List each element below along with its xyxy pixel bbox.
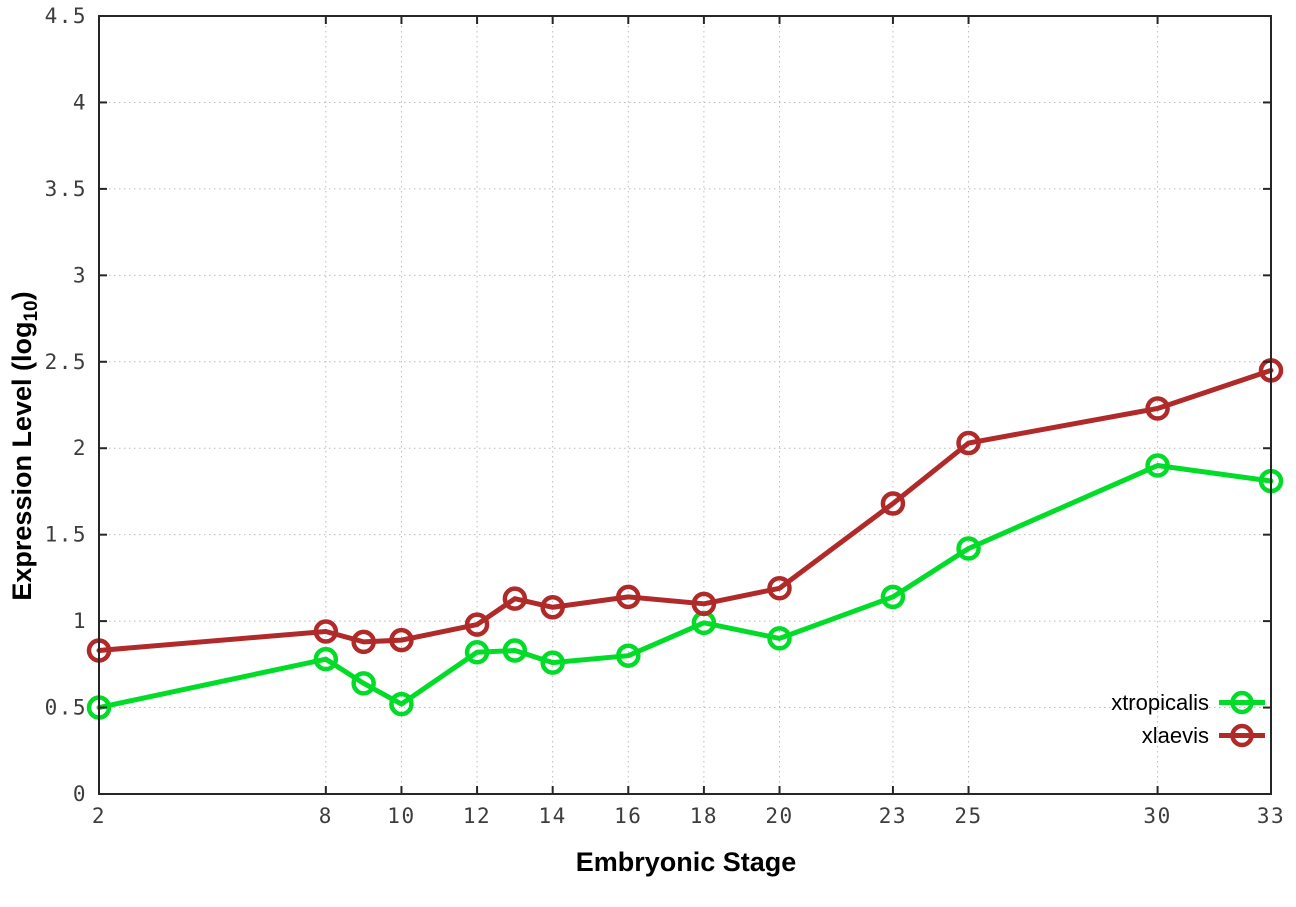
- series-line-xlaevis: [96, 367, 1274, 654]
- legend-label-xlaevis: xlaevis: [1141, 723, 1209, 748]
- y-tick-label-0: 0: [73, 782, 87, 806]
- data-point-xtropicalis-stage-9: [351, 671, 376, 696]
- data-point-xlaevis-stage-23: [880, 491, 906, 516]
- y-tick-label-3: 3: [73, 263, 87, 287]
- x-tick-labels: 2 8 10 12 14 16 18 20 23 25 30 33: [92, 804, 1285, 828]
- y-tick-label-4.5: 4.5: [45, 4, 87, 28]
- data-series: [86, 358, 1284, 720]
- data-point-xtropicalis-stage-30: [1145, 453, 1170, 478]
- x-tick-label-33: 33: [1257, 804, 1285, 828]
- x-tick-label-25: 25: [954, 804, 982, 828]
- x-tick-label-10: 10: [387, 804, 415, 828]
- legend-sample-xtropicalis-icon: [1219, 690, 1265, 715]
- axis-ticks: [98, 15, 1272, 795]
- y-axis-title-text: Expression Level (log: [6, 321, 37, 601]
- x-tick-label-30: 30: [1143, 804, 1171, 828]
- x-axis-title: Embryonic Stage: [575, 847, 797, 877]
- x-tick-label-8: 8: [319, 804, 333, 828]
- y-axis-title-close: ): [6, 291, 37, 301]
- data-point-xtropicalis-stage-14: [540, 650, 565, 675]
- y-axis-title: Expression Level (log10): [7, 291, 43, 600]
- gridlines: [98, 15, 1272, 795]
- legend-item-xtropicalis: xtropicalis: [1111, 686, 1266, 719]
- data-point-xlaevis-stage-14: [540, 595, 565, 620]
- legend-item-xlaevis: xlaevis: [1111, 719, 1266, 752]
- data-point-xtropicalis-stage-12: [464, 639, 490, 665]
- data-point-xlaevis-stage-12: [464, 612, 490, 637]
- data-point-xlaevis-stage-13: [502, 586, 528, 611]
- data-point-xlaevis-stage-8: [313, 619, 339, 644]
- data-point-xtropicalis-stage-16: [616, 643, 641, 668]
- data-point-xlaevis-stage-25: [956, 430, 981, 456]
- data-point-xtropicalis-stage-10: [389, 691, 414, 717]
- y-axis-title-subscript: 10: [21, 300, 43, 322]
- y-tick-label-2.5: 2.5: [45, 350, 87, 374]
- y-tick-label-1: 1: [73, 609, 87, 633]
- x-tick-label-12: 12: [463, 804, 491, 828]
- data-point-xlaevis-stage-9: [351, 629, 376, 655]
- legend-sample-xlaevis-icon: [1219, 723, 1265, 748]
- data-point-xlaevis-stage-20: [767, 576, 792, 601]
- data-point-xtropicalis-stage-8: [313, 646, 339, 672]
- data-point-xlaevis-stage-30: [1145, 396, 1170, 421]
- x-tick-label-23: 23: [879, 804, 907, 828]
- x-tick-label-18: 18: [690, 804, 718, 828]
- x-tick-label-16: 16: [614, 804, 642, 828]
- x-tick-label-2: 2: [92, 804, 106, 828]
- data-point-xtropicalis-stage-13: [502, 638, 528, 663]
- plot-border: [98, 15, 1272, 795]
- data-point-xtropicalis-stage-25: [956, 536, 981, 561]
- legend-label-xtropicalis: xtropicalis: [1111, 690, 1209, 715]
- data-point-xlaevis-stage-10: [389, 627, 414, 653]
- y-tick-label-2: 2: [73, 436, 87, 460]
- data-point-xlaevis-stage-16: [616, 584, 641, 610]
- data-point-xlaevis-stage-18: [691, 591, 717, 617]
- y-tick-label-0.5: 0.5: [45, 696, 87, 720]
- x-tick-label-14: 14: [539, 804, 567, 828]
- x-tick-label-20: 20: [765, 804, 793, 828]
- data-point-xtropicalis-stage-23: [880, 584, 906, 610]
- y-tick-label-3.5: 3.5: [45, 177, 87, 201]
- series-line-xtropicalis: [96, 463, 1274, 711]
- y-tick-label-4: 4: [73, 90, 87, 114]
- legend: xtropicalis xlaevis: [1111, 686, 1266, 752]
- y-tick-labels: 0 0.5 1 1.5 2 2.5 3 3.5 4 4.5: [45, 4, 87, 806]
- y-tick-label-1.5: 1.5: [45, 523, 87, 547]
- data-point-xtropicalis-stage-20: [767, 626, 792, 651]
